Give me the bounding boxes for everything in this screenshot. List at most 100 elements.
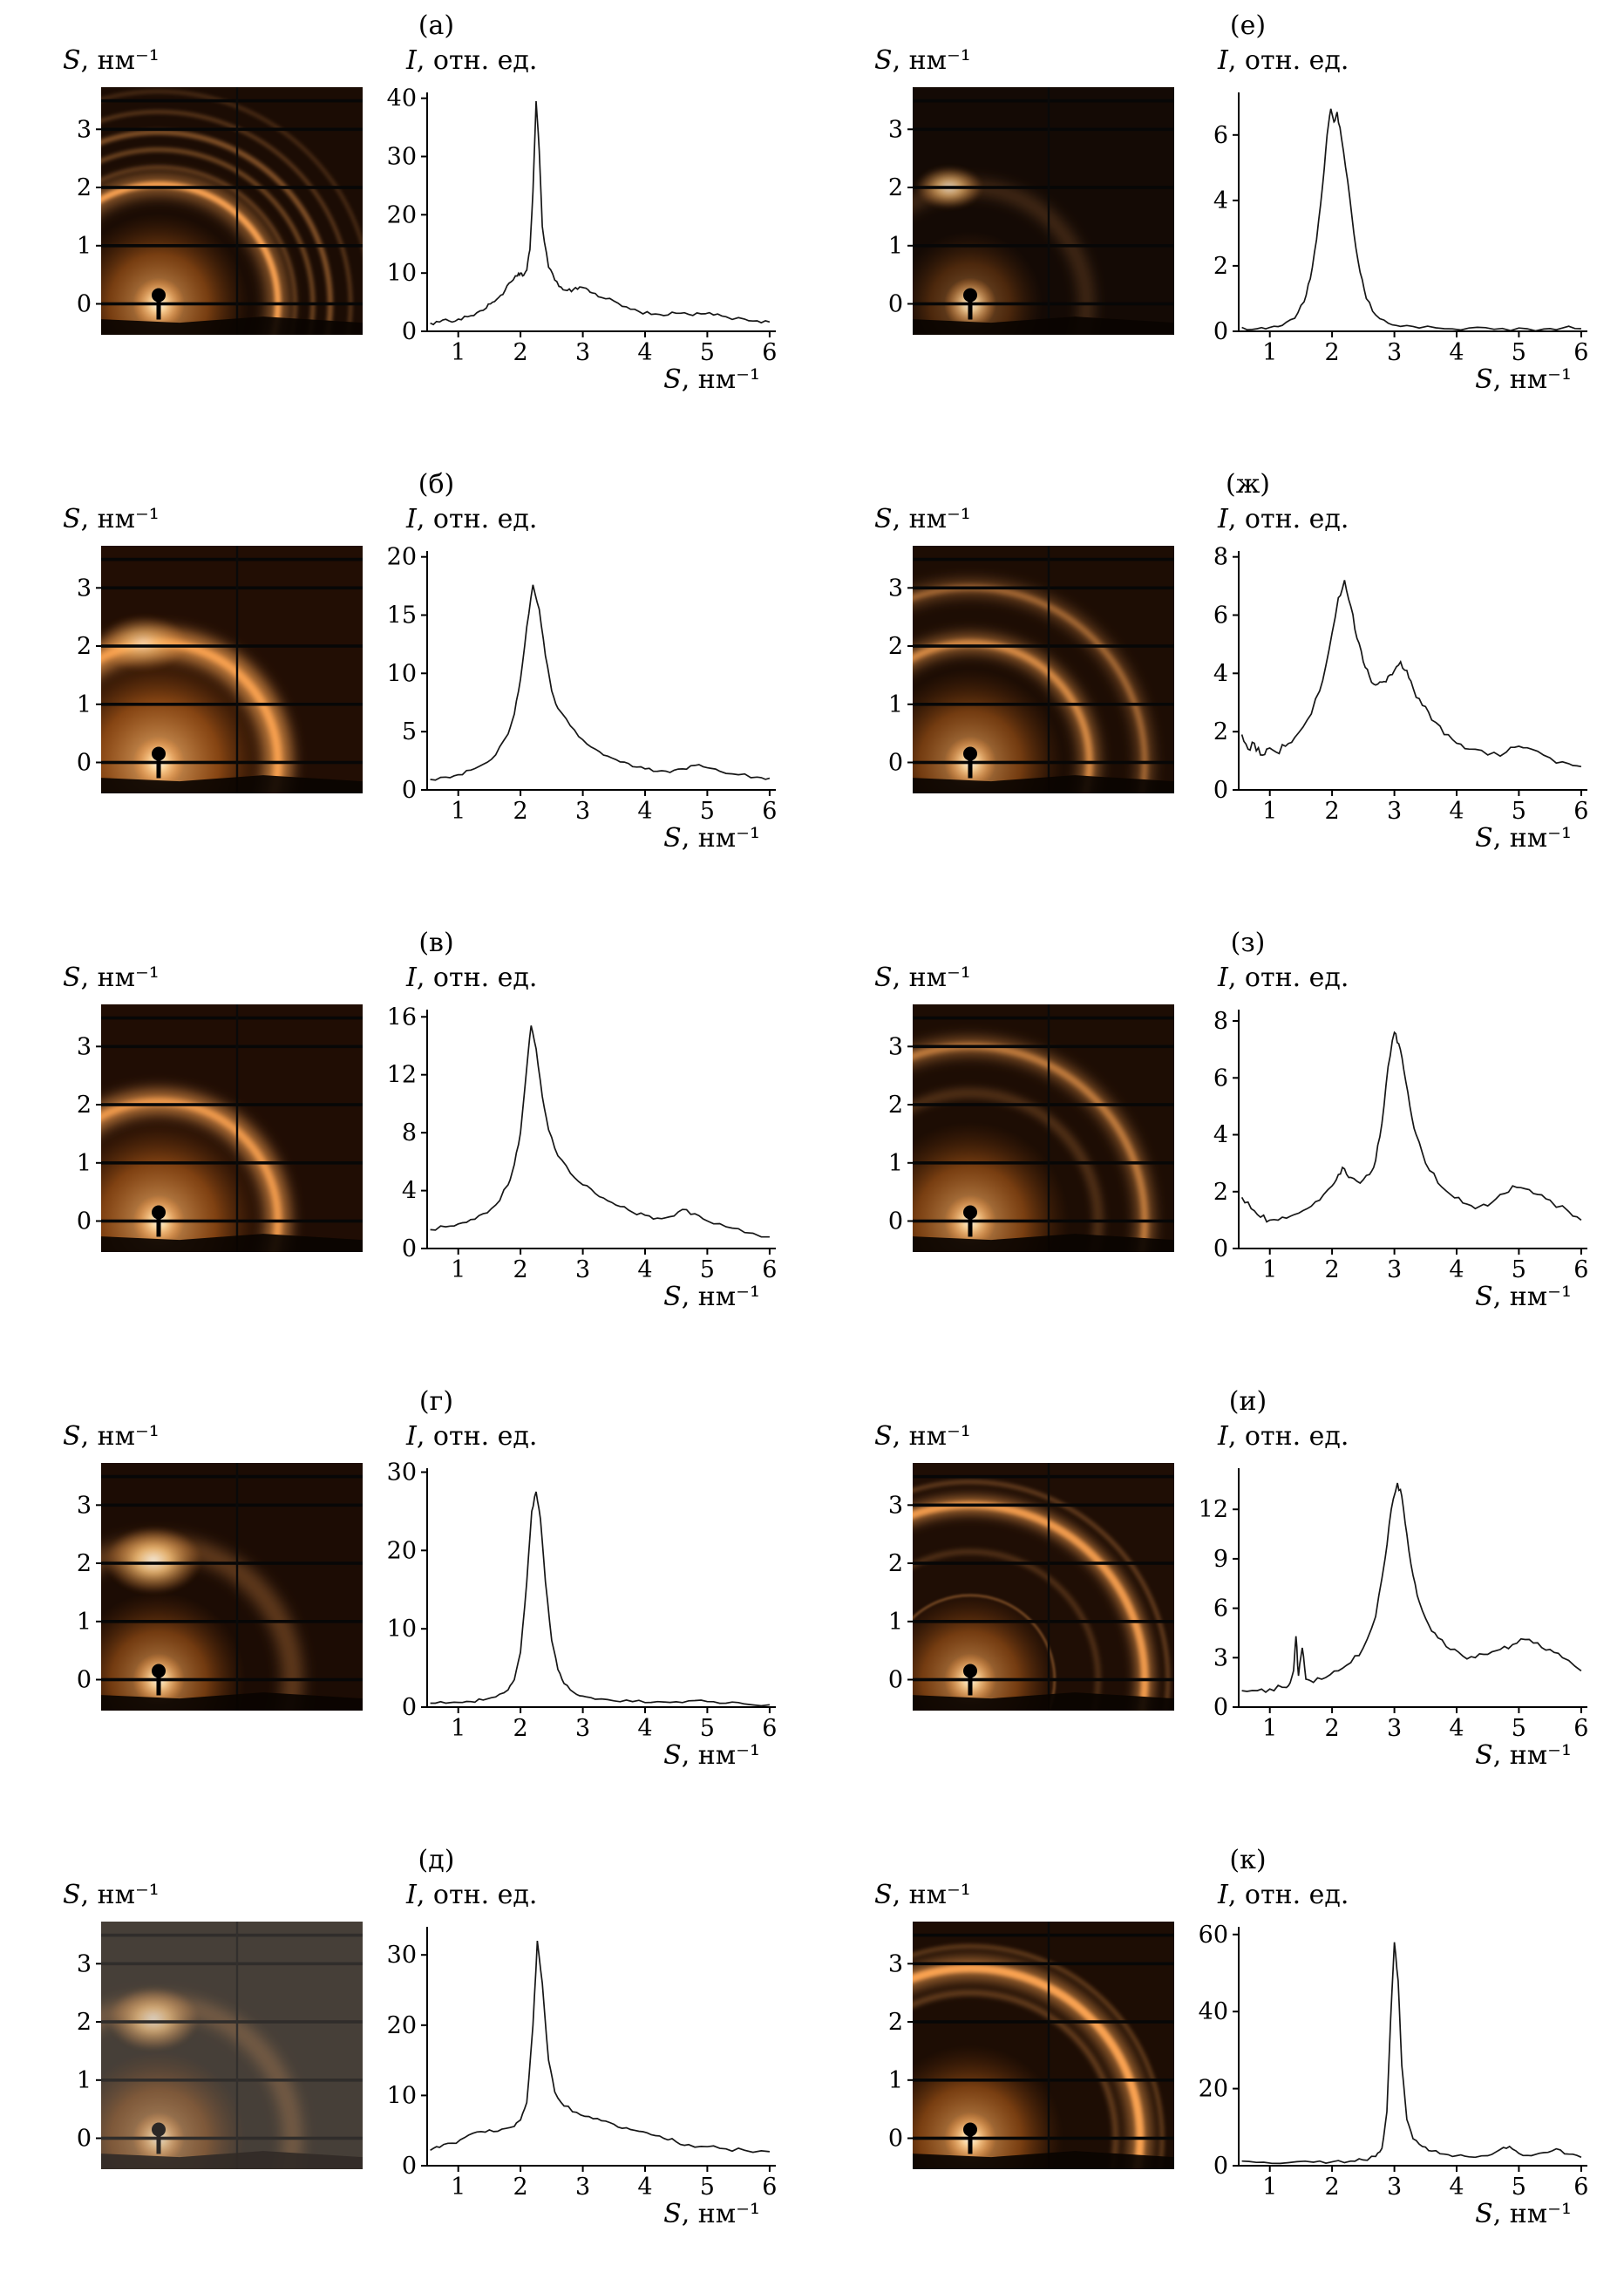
diffraction-pattern-svg: 0 1 2 3 [77, 1463, 363, 1711]
x-tick-label: 4 [637, 2174, 652, 2199]
intensity-plot-block: I, отн. ед. 1 2 3 4 5 6 0 10 20 30 40 S, нм⁻¹ [377, 45, 786, 399]
x-tick-label: 1 [1262, 339, 1277, 364]
diffraction-image-block: S, нм⁻¹ 0 1 2 3 [873, 504, 1176, 858]
diffraction-pattern [913, 1004, 1174, 1252]
axis-rest: , нм⁻¹ [1492, 1282, 1572, 1312]
x-tick-label: 5 [700, 798, 715, 823]
intensity-curve [430, 1025, 770, 1238]
diffraction-image-block: S, нм⁻¹ 0 1 2 3 [873, 1421, 1176, 1775]
y-tick-label: 40 [1199, 1998, 1228, 2025]
axis-var: S [1475, 823, 1493, 854]
detector-tick-label: 3 [888, 1033, 903, 1060]
plot-x-axis-title: S, нм⁻¹ [1188, 364, 1598, 399]
y-tick-label: 10 [387, 1616, 417, 1643]
x-tick-label: 6 [1573, 1256, 1588, 1282]
y-tick-label: 6 [1213, 122, 1228, 149]
y-tick-label: 5 [402, 718, 417, 745]
diffraction-image-block: S, нм⁻¹ 0 1 2 3 [873, 1880, 1176, 2234]
detector-tick-label: 3 [77, 1492, 92, 1519]
intensity-curve [430, 584, 771, 781]
axis-rest: , отн. ед. [1227, 1880, 1349, 1910]
y-tick-label: 0 [402, 2153, 417, 2180]
axis-rest: , нм⁻¹ [1492, 364, 1572, 395]
axis-rest: , отн. ед. [416, 45, 538, 76]
y-tick-label: 20 [387, 544, 417, 571]
axis-rest: , нм⁻¹ [892, 963, 971, 993]
axis-rest: , отн. ед. [1227, 504, 1349, 534]
detector-tick-label: 0 [77, 2126, 92, 2153]
diffraction-pattern-svg: 0 1 2 3 [77, 1922, 363, 2169]
diffraction-image-block: S, нм⁻¹ 0 1 2 3 [873, 45, 1176, 399]
axis-rest: , нм⁻¹ [80, 963, 160, 993]
axis-var: S [1475, 364, 1493, 395]
detector-tick-label: 3 [888, 575, 903, 602]
y-tick-label: 0 [1213, 1235, 1228, 1262]
detector-tick-label: 1 [888, 691, 903, 718]
y-tick-label: 60 [1199, 1922, 1228, 1949]
panel-label: (к) [1229, 1845, 1267, 1875]
detector-tick-label: 2 [77, 2009, 92, 2036]
detector-axis-title: S, нм⁻¹ [61, 963, 364, 1001]
x-tick-label: 1 [1262, 1715, 1277, 1740]
y-tick-label: 30 [387, 1459, 417, 1487]
detector-tick-label: 1 [888, 233, 903, 260]
x-tick-label: 6 [1573, 1715, 1588, 1740]
axis-rest: , отн. ед. [416, 504, 538, 534]
plot-y-axis-title: I, отн. ед. [377, 963, 786, 1001]
detector-tick-label: 0 [888, 750, 903, 777]
axis-rest: , отн. ед. [416, 963, 538, 993]
axis-rest: , нм⁻¹ [892, 504, 971, 534]
x-tick-label: 1 [451, 1715, 465, 1740]
detector-tick-label: 0 [77, 291, 92, 318]
y-tick-label: 20 [387, 1537, 417, 1564]
x-tick-label: 2 [513, 798, 528, 823]
y-tick-label: 9 [1213, 1546, 1228, 1573]
axis-rest: , отн. ед. [1227, 963, 1349, 993]
axis-var: I [1218, 963, 1228, 993]
axis-var: I [406, 504, 417, 534]
y-tick-label: 12 [387, 1062, 417, 1089]
diffraction-pattern-svg: 0 1 2 3 [77, 546, 363, 793]
x-tick-label: 2 [513, 339, 528, 364]
diffraction-image-block: S, нм⁻¹ 0 1 2 3 [61, 45, 364, 399]
axis-var: S [663, 2199, 682, 2229]
y-tick-label: 20 [1199, 2076, 1228, 2103]
axis-var: S [63, 1421, 81, 1452]
detector-axis-title: S, нм⁻¹ [61, 45, 364, 84]
x-tick-label: 4 [637, 1256, 652, 1282]
x-tick-label: 3 [1387, 1256, 1402, 1282]
axis-rest: , нм⁻¹ [1492, 823, 1572, 854]
y-tick-label: 0 [402, 1694, 417, 1721]
y-tick-label: 2 [1213, 718, 1228, 745]
axis-rest: , нм⁻¹ [681, 1740, 760, 1771]
intensity-plot-block: I, отн. ед. 1 2 3 4 5 6 0 3 6 9 12 S, нм⁻¹ [1188, 1421, 1598, 1775]
x-tick-label: 3 [1387, 1715, 1402, 1740]
plot-x-axis-title: S, нм⁻¹ [377, 364, 786, 399]
y-tick-label: 3 [1213, 1644, 1228, 1671]
intensity-curve [430, 1491, 771, 1707]
axis-var: S [874, 1421, 893, 1452]
panel-label: (е) [1229, 10, 1267, 41]
intensity-plot-block: I, отн. ед. 1 2 3 4 5 6 0 4 8 12 16 S, нм⁻¹ [377, 963, 786, 1317]
intensity-plot-block: I, отн. ед. 1 2 3 4 5 6 0 2 4 6 8 S, нм⁻¹ [1188, 963, 1598, 1317]
detector-tick-label: 1 [77, 1609, 92, 1636]
x-tick-label: 6 [1573, 2174, 1588, 2199]
intensity-plot-svg: 1 2 3 4 5 6 0 5 10 15 20 [387, 544, 778, 823]
y-tick-label: 30 [387, 1942, 417, 1969]
x-tick-label: 4 [1449, 339, 1464, 364]
axis-var: S [1475, 2199, 1493, 2229]
plot-x-axis-title: S, нм⁻¹ [377, 823, 786, 858]
plot-x-axis-title: S, нм⁻¹ [377, 1282, 786, 1317]
x-tick-label: 3 [575, 1715, 590, 1740]
plot-x-axis-title: S, нм⁻¹ [377, 1740, 786, 1775]
diffraction-pattern-svg: 0 1 2 3 [77, 1004, 363, 1252]
y-tick-label: 20 [387, 201, 417, 228]
detector-axis-title: S, нм⁻¹ [873, 504, 1176, 542]
detector-axis-title: S, нм⁻¹ [61, 1421, 364, 1459]
